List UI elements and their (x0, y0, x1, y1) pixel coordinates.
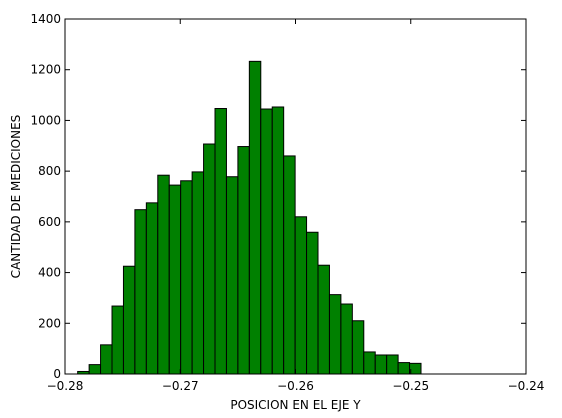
histogram-bar (122, 265, 136, 375)
histogram-bar (328, 294, 342, 375)
histogram-bar (363, 351, 376, 375)
y-tick-label: 600 (38, 215, 61, 229)
histogram-bar (214, 108, 227, 375)
histogram-bar (88, 364, 102, 375)
x-axis-ticks: −0.28 −0.27 −0.26 −0.25 −0.24 (47, 19, 545, 393)
histogram-bar (283, 155, 296, 375)
y-tick-label: 0 (53, 367, 61, 381)
histogram-bar (168, 184, 182, 375)
histogram-bar (386, 354, 399, 375)
histogram-bar (271, 106, 285, 375)
x-tick-label: −0.26 (277, 379, 314, 393)
y-axis-ticks: 0 200 400 600 800 1000 1200 1400 (30, 12, 526, 381)
histogram-bar (225, 176, 239, 375)
histogram-bar (397, 362, 411, 375)
x-tick-label: −0.25 (392, 379, 429, 393)
histogram-bar (237, 146, 250, 375)
x-tick-label: −0.27 (162, 379, 199, 393)
histogram-bar (191, 171, 205, 375)
histogram-bar (203, 143, 216, 375)
histogram-bar (260, 108, 273, 375)
y-tick-label: 1400 (30, 12, 61, 26)
histogram-bar (180, 180, 193, 375)
bars-group (77, 60, 422, 375)
histogram-bar (409, 362, 422, 375)
x-axis-label: POSICION EN EL EJE Y (230, 398, 361, 412)
y-tick-label: 1200 (30, 63, 61, 77)
histogram-bar (340, 303, 353, 375)
histogram-bar (145, 202, 159, 375)
y-tick-label: 800 (38, 164, 61, 178)
y-tick-label: 1000 (30, 113, 61, 127)
histogram-bar (134, 209, 147, 375)
y-tick-label: 200 (38, 316, 61, 330)
x-tick-label: −0.28 (47, 379, 84, 393)
histogram-bar (100, 344, 113, 375)
histogram-bar (111, 305, 124, 375)
histogram-bar (306, 231, 319, 375)
histogram-bar (317, 264, 330, 375)
histogram-bar (248, 60, 262, 375)
y-axis-label: CANTIDAD DE MEDICIONES (9, 115, 23, 279)
y-tick-label: 400 (38, 266, 61, 280)
x-tick-label: −0.24 (508, 379, 545, 393)
histogram-bar (351, 320, 365, 375)
histogram-bar (374, 354, 388, 375)
histogram-bar (294, 216, 308, 375)
histogram-bar (157, 174, 170, 375)
